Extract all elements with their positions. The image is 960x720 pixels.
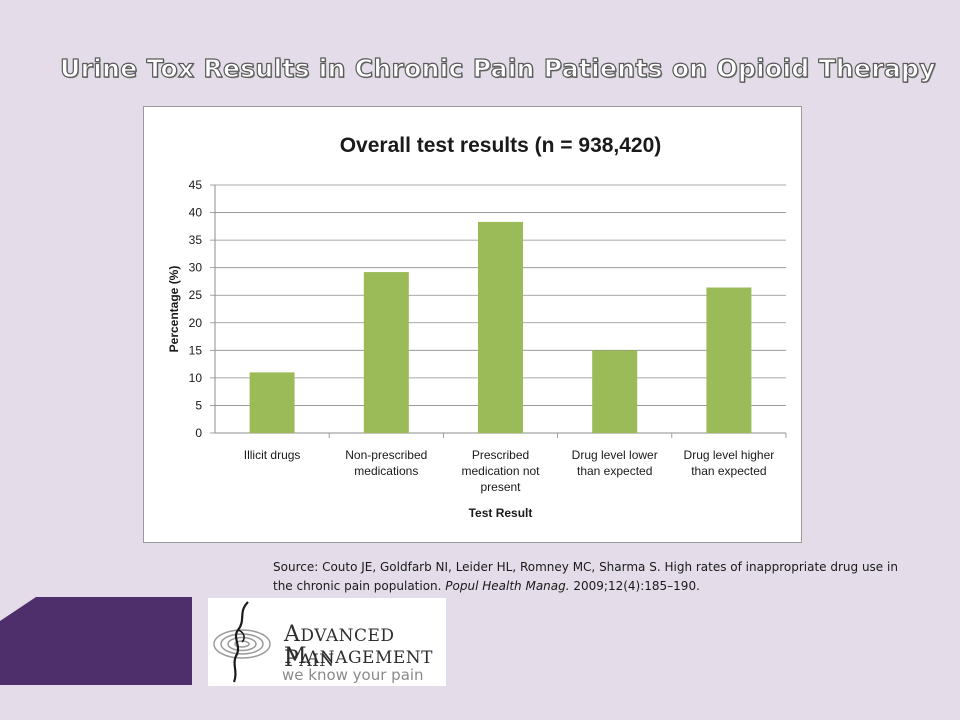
bar — [249, 372, 295, 433]
y-tick-label: 5 — [195, 398, 202, 412]
y-tick-label: 10 — [189, 371, 203, 385]
x-category-label: Drug level lower than expected — [572, 448, 658, 478]
y-axis-title: Percentage (%) — [167, 266, 181, 353]
bar — [592, 350, 638, 433]
y-tick-label: 45 — [189, 178, 203, 192]
chart-title: Overall test results (n = 938,420) — [340, 134, 662, 157]
slide-title: Urine Tox Results in Chronic Pain Patien… — [59, 53, 936, 83]
source-journal: Popul Health Manag. — [445, 579, 570, 593]
x-category-label: Prescribed medication not present — [461, 448, 540, 494]
logo-tagline: we know your pain — [282, 666, 424, 684]
figure-swirl-icon — [213, 601, 271, 683]
bar — [706, 287, 752, 433]
x-axis-title: Test Result — [469, 506, 533, 520]
y-tick-label: 15 — [189, 343, 203, 357]
bar-chart: Overall test results (n = 938,420) 0 5 10 15… — [167, 134, 787, 520]
source-details: 2009;12(4):185–190. — [569, 579, 700, 593]
bar — [363, 272, 409, 433]
source-citation: Source: Couto JE, Goldfarb NI, Leider HL… — [273, 558, 913, 596]
y-tick-label: 40 — [189, 206, 203, 220]
y-tick-label: 30 — [189, 261, 203, 275]
y-tick-label: 0 — [195, 426, 202, 440]
source-text: Source: Couto JE, Goldfarb NI, Leider HL… — [273, 560, 898, 593]
logo-line-2: MANAGEMENT — [284, 644, 433, 669]
y-tick-label: 35 — [189, 233, 203, 247]
bar — [478, 221, 523, 433]
y-tick-label: 25 — [189, 288, 203, 302]
logo-line-1: ADVANCED PAIN — [284, 622, 395, 672]
accent-corner — [0, 597, 36, 621]
x-category-label: Non-prescribed medications — [345, 448, 427, 478]
y-tick-label: 20 — [189, 316, 203, 330]
x-category-label: Illicit drugs — [244, 448, 301, 462]
chart-panel: Overall test results (n = 938,420) 0 5 10 15… — [143, 106, 802, 543]
company-logo: ADVANCED PAIN MANAGEMENT we know your pa… — [208, 598, 446, 686]
x-category-label: Drug level higher than expected — [684, 448, 775, 478]
